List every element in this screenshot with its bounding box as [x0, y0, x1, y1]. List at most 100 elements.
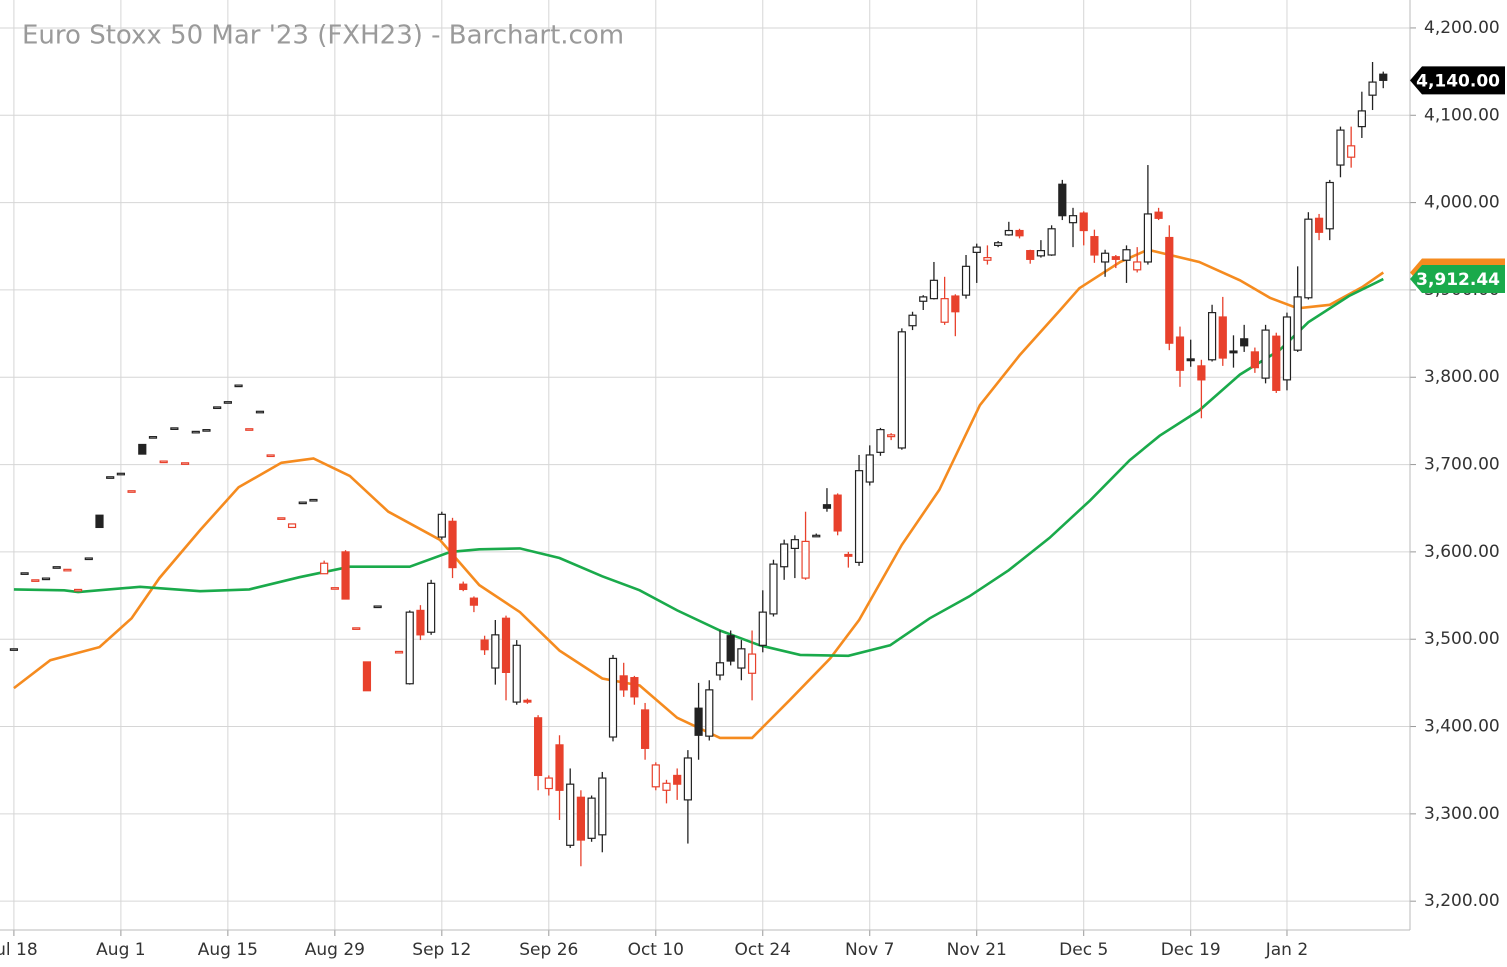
x-tick-label: Jul 18	[0, 940, 38, 960]
candle-body	[1229, 350, 1238, 354]
candle-body	[309, 498, 318, 502]
x-tick-label: Nov 7	[845, 940, 894, 960]
x-tick-label: Dec 5	[1059, 940, 1108, 960]
x-tick-label: Aug 15	[198, 940, 258, 960]
candle-body	[983, 257, 992, 261]
candle-body	[694, 707, 703, 736]
candle-body	[202, 429, 211, 432]
candle-body	[501, 617, 511, 673]
candle-body	[919, 296, 928, 302]
candle-body	[534, 717, 543, 777]
candle-body	[213, 406, 222, 410]
x-tick-label: Nov 21	[947, 940, 1007, 960]
candle-body	[41, 577, 51, 581]
candle-body	[1218, 316, 1227, 359]
y-tick-label: 3,800.00	[1424, 367, 1500, 387]
x-tick-label: Oct 10	[628, 940, 684, 960]
candle-body	[865, 454, 874, 483]
candle-body	[73, 588, 83, 592]
candle-body	[1240, 338, 1249, 347]
candle-body	[1379, 73, 1388, 81]
candle-body	[1261, 329, 1270, 379]
y-tick-label: 3,700.00	[1424, 455, 1500, 475]
candle-body	[715, 662, 725, 676]
candle-body	[780, 543, 789, 568]
y-tick-label: 4,200.00	[1424, 18, 1500, 38]
x-tick-label: Jan 2	[1265, 940, 1308, 960]
candle-body	[972, 246, 981, 253]
candle-body	[341, 551, 350, 600]
candle-body	[801, 540, 810, 579]
x-tick-label: Sep 26	[519, 940, 578, 960]
x-tick-label: Aug 29	[305, 940, 365, 960]
candle-body	[1272, 335, 1281, 391]
candle-body	[833, 494, 842, 532]
candle-body	[523, 699, 532, 703]
candle-body	[1368, 81, 1377, 96]
candle-body	[630, 677, 639, 698]
candle-body	[1336, 129, 1345, 166]
candle-body	[1111, 256, 1120, 260]
candle-body	[1101, 252, 1110, 263]
ma-line	[13, 277, 1384, 658]
candle-body	[469, 597, 479, 606]
candle-body	[1015, 229, 1024, 237]
candle-body	[394, 650, 404, 654]
candle-body	[1143, 213, 1152, 263]
candle-body	[448, 520, 457, 569]
candle-body	[1197, 365, 1206, 381]
candle-body	[95, 514, 104, 529]
candle-body	[459, 583, 468, 591]
candle-body	[662, 782, 671, 791]
candle-body	[608, 657, 618, 738]
candle-body	[405, 611, 414, 685]
y-tick-label: 3,200.00	[1424, 891, 1500, 911]
y-tick-label: 3,300.00	[1424, 804, 1500, 824]
candle-body	[1047, 228, 1056, 256]
candle-body	[373, 605, 382, 609]
candle-body	[255, 410, 265, 414]
candle-body	[1026, 250, 1035, 260]
candle-body	[31, 579, 40, 582]
candle-body	[234, 384, 243, 388]
candle-body	[705, 689, 714, 737]
candle-body	[1133, 261, 1142, 271]
candle-body	[897, 331, 906, 449]
candle-body	[245, 428, 254, 431]
candle-body	[737, 648, 746, 669]
candle-body	[116, 472, 125, 476]
candle-body	[148, 436, 158, 439]
candle-body	[812, 534, 821, 538]
candle-body	[138, 443, 147, 455]
candle-body	[726, 635, 735, 662]
candle-body	[566, 783, 575, 846]
candle-body	[20, 572, 29, 575]
candle-body	[1090, 236, 1099, 256]
candle-body	[854, 470, 864, 563]
candle-body	[961, 265, 971, 296]
candle-body	[1036, 250, 1046, 257]
candle-body	[683, 757, 692, 801]
candle-body	[769, 563, 778, 615]
candle-body	[63, 568, 72, 572]
candle-body	[491, 634, 500, 669]
chart-title: Euro Stoxx 50 Mar '23 (FXH23) - Barchart…	[22, 21, 624, 51]
candle-body	[1004, 229, 1013, 236]
candle-body	[887, 434, 896, 438]
candle-body	[352, 627, 361, 630]
x-tick-label: Dec 19	[1161, 940, 1221, 960]
candle-body	[790, 539, 799, 549]
candle-body	[994, 242, 1003, 246]
candle-body	[416, 609, 425, 636]
candle-body	[1207, 312, 1217, 361]
candle-body	[84, 557, 93, 561]
candle-body	[544, 777, 553, 790]
candle-body	[1079, 212, 1088, 232]
candle-body	[180, 462, 190, 465]
candle-body	[619, 675, 628, 691]
candle-body	[908, 314, 917, 327]
y-tick-label: 3,400.00	[1424, 717, 1500, 737]
last-price-tag-label: 4,140.00	[1416, 71, 1500, 91]
candle-body	[277, 517, 286, 520]
ma-line	[13, 248, 1385, 740]
